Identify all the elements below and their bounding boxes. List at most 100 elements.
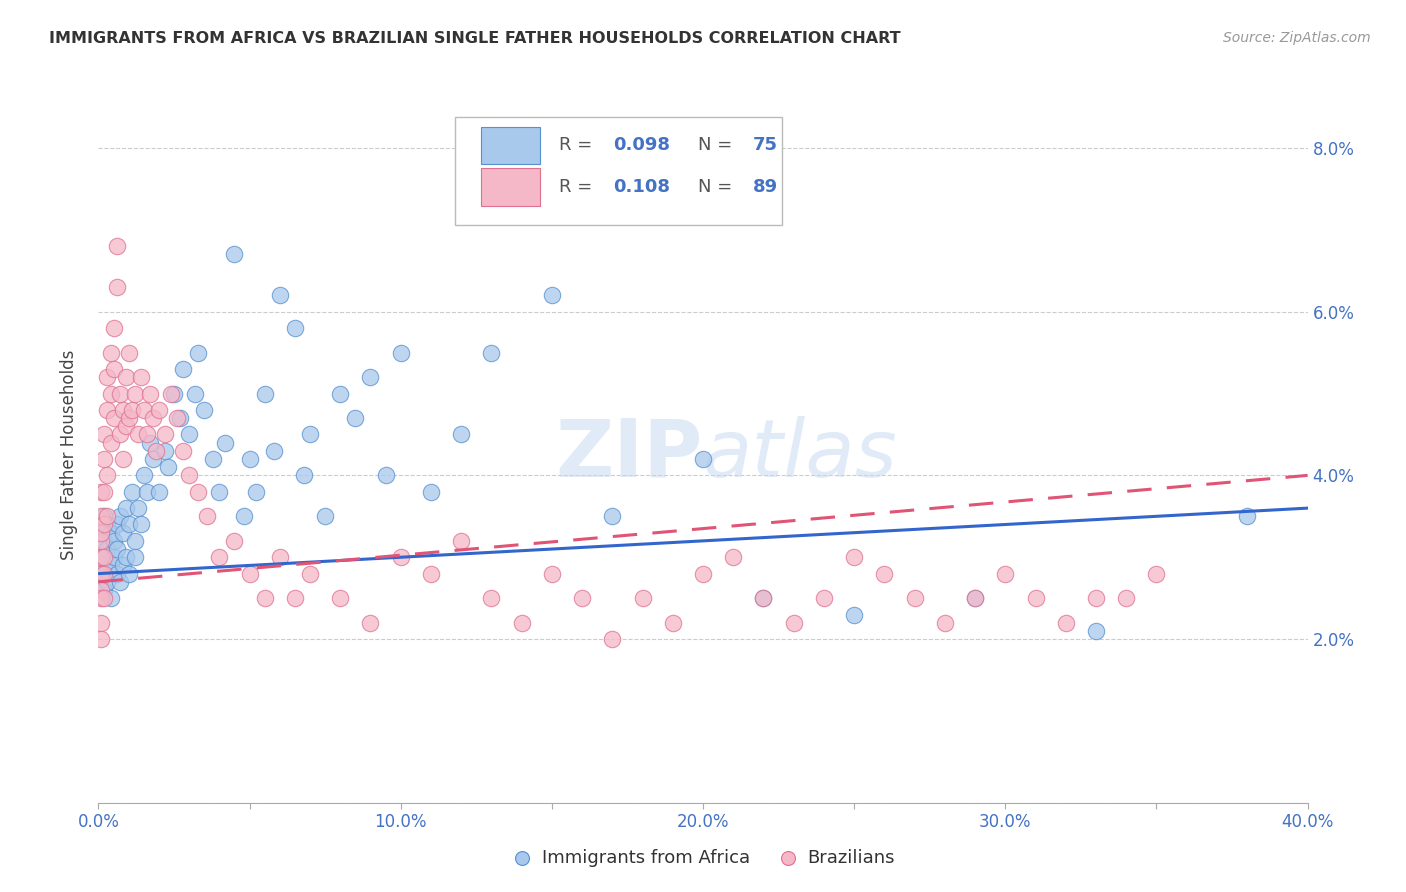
Point: [374, 468, 396, 483]
Text: N =: N =: [699, 136, 738, 154]
Point: [96, 574, 118, 589]
Point: [114, 419, 136, 434]
Point: [118, 345, 141, 359]
Text: N =: N =: [699, 178, 738, 196]
Point: [179, 468, 201, 483]
Text: 0.108: 0.108: [613, 178, 671, 196]
Point: [1085, 591, 1108, 606]
Text: R =: R =: [560, 136, 598, 154]
Point: [103, 550, 125, 565]
Point: [510, 615, 533, 630]
Point: [127, 501, 149, 516]
Point: [1054, 615, 1077, 630]
Point: [481, 591, 503, 606]
Point: [93, 533, 115, 548]
Point: [105, 542, 128, 557]
Point: [965, 591, 987, 606]
Point: [179, 427, 201, 442]
Point: [93, 591, 115, 606]
Point: [118, 517, 141, 532]
Point: [127, 427, 149, 442]
Text: 75: 75: [752, 136, 778, 154]
Point: [692, 452, 714, 467]
Point: [450, 427, 472, 442]
FancyBboxPatch shape: [456, 118, 782, 226]
Point: [93, 558, 115, 573]
Point: [100, 591, 122, 606]
Point: [114, 501, 136, 516]
Point: [904, 591, 927, 606]
Point: [100, 386, 122, 401]
Point: [1144, 566, 1167, 581]
Point: [193, 403, 215, 417]
Point: [103, 321, 125, 335]
Point: [139, 386, 162, 401]
Point: [420, 484, 443, 499]
Point: [96, 403, 118, 417]
Point: [105, 566, 128, 581]
Point: [202, 452, 225, 467]
Point: [90, 509, 112, 524]
Point: [142, 411, 165, 425]
Point: [224, 533, 246, 548]
Point: [965, 591, 987, 606]
Point: [631, 591, 654, 606]
Point: [93, 517, 115, 532]
Point: [96, 542, 118, 557]
Point: [124, 550, 146, 565]
Point: [129, 517, 152, 532]
Point: [90, 632, 112, 646]
Point: [263, 443, 285, 458]
Legend: Immigrants from Africa, Brazilians: Immigrants from Africa, Brazilians: [503, 841, 903, 874]
Point: [1236, 509, 1258, 524]
Point: [93, 452, 115, 467]
Point: [166, 411, 188, 425]
Point: [1115, 591, 1137, 606]
Point: [132, 403, 155, 417]
Point: [299, 566, 322, 581]
Point: [135, 484, 157, 499]
Point: [752, 591, 775, 606]
Text: ZIP: ZIP: [555, 416, 703, 494]
Point: [145, 443, 167, 458]
Point: [118, 411, 141, 425]
Point: [329, 591, 352, 606]
Point: [90, 550, 112, 565]
Point: [93, 509, 115, 524]
Point: [90, 566, 112, 581]
Point: [420, 566, 443, 581]
Point: [662, 615, 685, 630]
Point: [208, 484, 231, 499]
Text: 0.098: 0.098: [613, 136, 671, 154]
Point: [135, 427, 157, 442]
Point: [994, 566, 1017, 581]
Point: [105, 239, 128, 253]
Point: [108, 574, 131, 589]
Point: [156, 460, 179, 475]
Point: [90, 525, 112, 540]
Point: [540, 566, 562, 581]
Point: [813, 591, 835, 606]
Point: [103, 362, 125, 376]
Point: [184, 386, 207, 401]
Point: [163, 386, 186, 401]
Point: [344, 411, 367, 425]
Point: [844, 550, 866, 565]
Point: [114, 370, 136, 384]
Point: [540, 288, 562, 302]
Point: [172, 443, 194, 458]
Point: [96, 370, 118, 384]
Point: [121, 403, 143, 417]
Point: [269, 288, 291, 302]
FancyBboxPatch shape: [481, 127, 540, 164]
Point: [602, 632, 624, 646]
Point: [389, 345, 412, 359]
Point: [187, 484, 209, 499]
Point: [1085, 624, 1108, 638]
Point: [108, 509, 131, 524]
Point: [124, 533, 146, 548]
FancyBboxPatch shape: [481, 169, 540, 206]
Point: [100, 435, 122, 450]
Point: [96, 517, 118, 532]
Point: [571, 591, 593, 606]
